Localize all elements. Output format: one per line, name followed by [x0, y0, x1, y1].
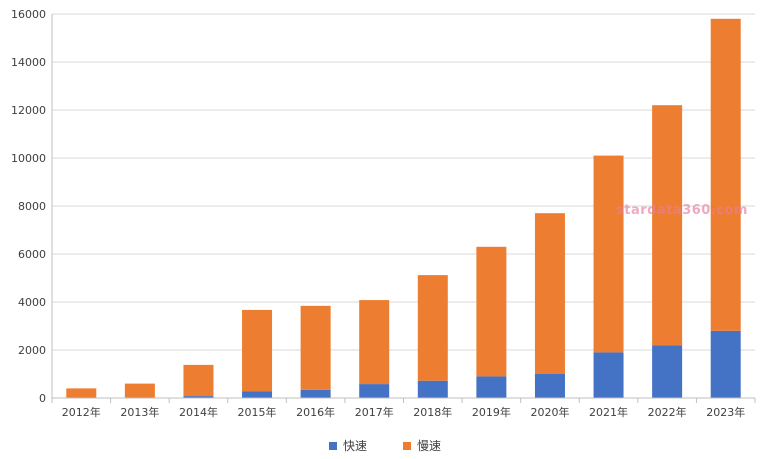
bar-slow[interactable]: [417, 275, 448, 381]
x-tick-label: 2019年: [472, 405, 511, 419]
bar-fast[interactable]: [359, 384, 390, 398]
bar-fast[interactable]: [417, 380, 448, 398]
bar-fast[interactable]: [534, 374, 565, 398]
y-tick-label: 6000: [18, 248, 46, 261]
y-tick-label: 10000: [11, 152, 46, 165]
legend-swatch-fast: [328, 441, 337, 450]
bar-slow[interactable]: [124, 383, 155, 398]
legend-label-slow: 慢速: [417, 439, 442, 453]
legend: 快速 慢速: [0, 437, 770, 454]
bar-slow[interactable]: [710, 18, 741, 331]
bar-fast[interactable]: [593, 352, 624, 398]
x-tick-label: 2015年: [238, 405, 277, 419]
bar-slow[interactable]: [66, 388, 97, 398]
bar-slow[interactable]: [183, 364, 214, 397]
x-tick-label: 2022年: [648, 405, 687, 419]
x-tick-label: 2014年: [179, 405, 218, 419]
bar-slow[interactable]: [652, 105, 683, 346]
y-tick-label: 14000: [11, 56, 46, 69]
watermark: stardata360.com: [616, 203, 748, 218]
bar-slow[interactable]: [300, 305, 331, 390]
y-tick-label: 16000: [11, 8, 46, 21]
bar-fast[interactable]: [476, 376, 507, 398]
bar-slow[interactable]: [593, 155, 624, 353]
y-tick-label: 0: [39, 392, 46, 405]
bar-fast[interactable]: [300, 389, 331, 398]
bar-slow[interactable]: [242, 309, 273, 392]
y-tick-label: 4000: [18, 296, 46, 309]
legend-item-slow[interactable]: 慢速: [403, 437, 441, 454]
bar-slow[interactable]: [359, 300, 390, 385]
bar-fast[interactable]: [242, 391, 273, 398]
bar-slow[interactable]: [476, 246, 507, 377]
legend-label-fast: 快速: [342, 439, 367, 453]
bar-fast[interactable]: [183, 396, 214, 398]
bar-fast[interactable]: [710, 330, 741, 398]
y-tick-label: 2000: [18, 344, 46, 357]
x-tick-label: 2023年: [706, 405, 745, 419]
bar-fast[interactable]: [652, 345, 683, 398]
x-axis: 2012年 2013年 2014年 2015年 2016年 2017年 2018年 2019年…: [51, 397, 756, 419]
y-axis: 0 2000 4000 6000 8000 10000 12000 14000 16000: [11, 8, 53, 405]
x-tick-label: 2018年: [413, 405, 452, 419]
y-tick-label: 12000: [11, 104, 46, 117]
bars: [66, 18, 741, 398]
x-tick-label: 2016年: [296, 405, 335, 419]
y-tick-label: 8000: [18, 200, 46, 213]
legend-item-fast[interactable]: 快速: [328, 437, 367, 454]
bar-slow[interactable]: [534, 213, 565, 374]
x-tick-label: 2021年: [589, 405, 628, 419]
x-tick-label: 2012年: [62, 405, 101, 419]
stacked-bar-chart: 0 2000 4000 6000 8000 10000 12000 14000 16000 20…: [11, 8, 756, 419]
gridlines: [52, 13, 755, 351]
x-tick-label: 2020年: [530, 405, 569, 419]
x-tick-label: 2017年: [355, 405, 394, 419]
legend-swatch-slow: [403, 441, 411, 450]
x-tick-label: 2013年: [120, 405, 159, 419]
